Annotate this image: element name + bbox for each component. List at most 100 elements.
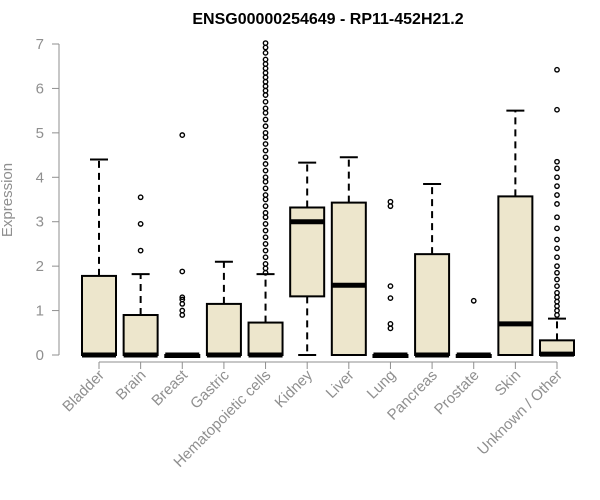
chart-title: ENSG00000254649 - RP11-452H21.2 (192, 11, 463, 28)
x-tick-label: Brain (113, 367, 150, 404)
outlier-point (262, 56, 269, 63)
y-tick-label: 5 (36, 125, 44, 142)
outlier-point (554, 106, 560, 113)
box-bladder (81, 158, 117, 358)
outlier-point (554, 174, 560, 181)
box-body (330, 201, 367, 356)
outlier-point (262, 227, 269, 234)
outlier-point (262, 192, 269, 198)
box-breast (164, 132, 201, 358)
outlier-point (554, 245, 560, 252)
box-brain (122, 194, 159, 358)
outlier-point (262, 98, 269, 105)
outlier-point (262, 49, 269, 56)
outlier-point (554, 66, 560, 73)
outlier-point (387, 198, 394, 205)
outlier-point (179, 296, 186, 303)
outlier-point (262, 69, 269, 76)
outlier-point (554, 158, 560, 165)
y-tick-label: 0 (36, 347, 44, 364)
x-tick-label: Prostate (431, 367, 483, 419)
outlier-point (554, 254, 560, 261)
outlier-point (179, 132, 186, 138)
box-liver (330, 156, 367, 356)
x-tick-label: Skin (492, 367, 525, 400)
outlier-point (262, 134, 269, 141)
box-lung (372, 198, 409, 358)
outlier-point (137, 221, 144, 227)
outlier-point (554, 236, 560, 243)
outlier-point (554, 283, 560, 290)
box-body (247, 321, 284, 356)
y-tick-label: 6 (36, 80, 44, 97)
outlier-point (137, 194, 144, 201)
outlier-point (262, 209, 269, 216)
outlier-point (262, 221, 269, 227)
outlier-point (179, 294, 186, 301)
outlier-point (554, 214, 560, 221)
outlier-point (179, 312, 186, 318)
outlier-point (554, 294, 560, 301)
y-tick-label: 7 (36, 36, 44, 53)
y-tick-label: 2 (36, 258, 44, 275)
outlier-point (262, 174, 269, 181)
outlier-point (554, 276, 560, 283)
outlier-point (262, 261, 269, 267)
y-axis-label: Expression (0, 163, 16, 237)
outlier-point (262, 44, 269, 51)
outlier-point (179, 268, 186, 275)
x-tick-label: Breast (148, 366, 191, 409)
outlier-point (554, 269, 560, 276)
box-body (414, 253, 451, 356)
outlier-point (179, 307, 186, 314)
outlier-point (554, 201, 560, 207)
outlier-point (137, 247, 144, 254)
outlier-point (554, 225, 560, 232)
outlier-point (262, 214, 269, 221)
outlier-point (554, 183, 560, 190)
outlier-point (262, 129, 269, 136)
y-tick-label: 4 (36, 169, 44, 186)
outlier-point (262, 116, 269, 123)
outlier-point (262, 74, 269, 81)
outlier-point (387, 203, 394, 210)
box-prostate (455, 297, 492, 358)
outlier-point (262, 241, 269, 247)
x-tick-label: Lung (364, 367, 400, 403)
outlier-point (262, 167, 269, 174)
outlier-point (554, 165, 560, 172)
outlier-point (262, 123, 269, 130)
x-tick-label: Kidney (272, 366, 317, 411)
outlier-point (554, 298, 560, 305)
box-pancreas (414, 182, 451, 358)
outlier-point (387, 283, 394, 290)
outlier-point (554, 263, 560, 270)
box-body (81, 274, 117, 356)
box-gastric (205, 260, 242, 358)
x-tick-label: Liver (323, 367, 358, 402)
outlier-point (262, 269, 269, 276)
box-body (497, 195, 534, 356)
outlier-point (262, 254, 269, 261)
outlier-point (387, 325, 394, 332)
outlier-point (262, 196, 269, 203)
outlier-point (262, 78, 269, 85)
outlier-point (262, 65, 269, 72)
outlier-point (262, 105, 269, 112)
outlier-point (554, 192, 560, 198)
outlier-point (554, 307, 560, 314)
box-unknown-other (539, 66, 575, 357)
outlier-point (262, 141, 269, 147)
outlier-point (262, 161, 269, 167)
y-tick-label: 3 (36, 214, 44, 231)
outlier-point (262, 92, 269, 98)
y-axis: 0 1 2 3 4 5 6 7 (36, 36, 60, 364)
outlier-point (262, 87, 269, 94)
outlier-point (262, 154, 269, 161)
outlier-point (554, 303, 560, 310)
outlier-point (554, 289, 560, 296)
box-skin (497, 109, 534, 356)
outlier-point (262, 61, 269, 67)
